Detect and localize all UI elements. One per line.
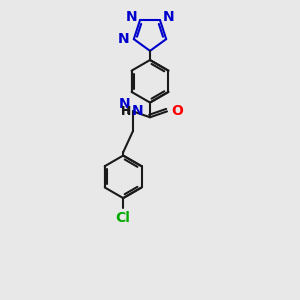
Text: H: H	[121, 105, 131, 118]
Text: N: N	[131, 104, 143, 118]
Text: N: N	[126, 11, 137, 25]
Text: O: O	[171, 104, 183, 118]
Text: N: N	[118, 32, 129, 46]
Text: Cl: Cl	[116, 211, 130, 225]
Text: N: N	[119, 97, 130, 111]
Text: N: N	[163, 11, 174, 25]
Text: H: H	[121, 106, 130, 116]
